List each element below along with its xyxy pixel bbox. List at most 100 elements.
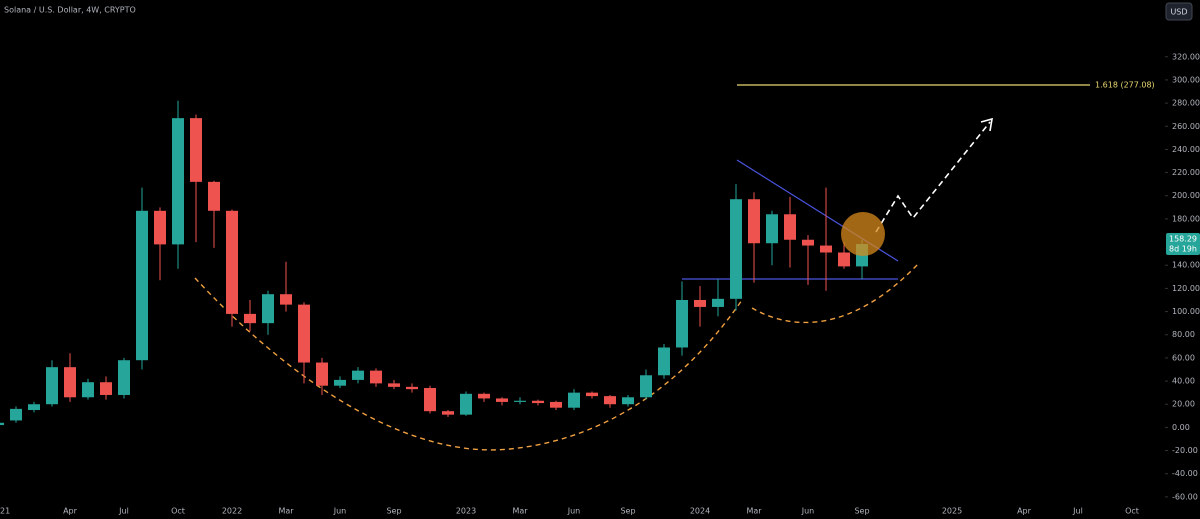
candle-body [316,362,328,386]
y-tick-label: 180.00 [1172,214,1200,223]
candle-body [496,398,508,402]
y-tick-label: 200.00 [1172,191,1200,200]
candle-body [28,404,40,411]
candle-body [100,382,112,395]
highlight-circle [841,212,885,256]
candle-body [766,214,778,244]
fib-label: 1.618 (277.08) [1095,81,1155,90]
y-tick-label: 260.00 [1172,122,1200,131]
handle-curve [751,263,919,324]
candle-body [334,379,346,386]
x-tick-label: Sep [854,507,869,516]
x-tick-label: 2024 [690,507,710,516]
x-tick-label: Mar [512,507,528,516]
candle-body [604,396,616,405]
candle-body [208,181,220,211]
symbol-title: Solana / U.S. Dollar, 4W, CRYPTO [4,6,136,15]
candle-body [118,360,130,395]
x-tick-label: Jun [333,507,347,516]
x-tick-label: 2022 [222,507,242,516]
countdown-label: 8d 19h [1169,245,1197,254]
y-tick-label: -40.00 [1172,469,1198,478]
candle-body [658,347,670,376]
currency-box[interactable] [1165,2,1193,21]
candle-body [280,294,292,305]
y-tick-label: -60.00 [1172,492,1198,501]
candle-body [838,252,850,267]
candle-body [226,210,238,314]
y-tick-label: 60.00 [1172,353,1195,362]
y-tick-label: 120.00 [1172,284,1200,293]
candle-body [136,210,148,361]
candle-body [46,367,58,405]
candle-body [424,388,436,412]
candle-body [748,199,760,244]
candle-body [622,397,634,405]
candle-body [406,386,418,390]
y-tick-label: 100.00 [1172,307,1200,316]
candle-body [64,367,76,398]
y-tick-label: 40.00 [1172,377,1195,386]
x-tick-label: Mar [278,507,294,516]
y-tick-label: 80.00 [1172,330,1195,339]
y-tick-label: 280.00 [1172,99,1200,108]
x-tick-label: Apr [63,507,78,516]
candle-body [460,393,472,415]
x-tick-label: Jun [567,507,581,516]
candle-body [190,118,202,182]
candle-body [730,199,742,299]
x-tick-label: Jun [801,507,815,516]
candle-body [82,382,94,398]
candle-body [370,370,382,384]
currency-label[interactable]: USD [1170,8,1187,17]
candle-body [514,400,526,402]
candle-body [550,401,562,408]
candle-body [802,239,814,246]
candle-body [298,304,310,363]
candles [0,100,868,426]
x-tick-label: Jul [1072,507,1083,516]
candle-body [676,299,688,348]
y-tick-label: 0.00 [1172,423,1190,432]
projection-arrow [875,121,991,233]
x-tick-label: Oct [1125,507,1139,516]
candle-body [262,294,274,324]
y-tick-label: -20.00 [1172,446,1198,455]
x-tick-label: 2025 [942,507,962,516]
candle-body [640,375,652,398]
x-tick-label: Jul [118,507,129,516]
candle-body [442,411,454,415]
y-tick-label: 20.00 [1172,400,1195,409]
candle-body [784,214,796,240]
candle-body [568,392,580,408]
candle-body [712,298,724,307]
candle-body [0,422,4,426]
candle-body [478,393,490,399]
candle-body [352,370,364,380]
x-tick-label: 21 [0,507,10,516]
candle-body [532,400,544,404]
candle-body [244,313,256,324]
x-tick-label: Sep [386,507,401,516]
x-tick-label: Oct [171,507,185,516]
y-tick-label: 140.00 [1172,261,1200,270]
candle-body [694,299,706,307]
x-tick-label: Sep [620,507,635,516]
candle-body [172,118,184,245]
candle-body [10,408,22,421]
y-tick-label: 240.00 [1172,145,1200,154]
candle-body [154,210,166,245]
x-tick-label: 2023 [456,507,476,516]
price-badge [1166,233,1200,256]
y-tick-label: 300.00 [1172,75,1200,84]
x-tick-label: Apr [1017,507,1032,516]
price-label: 158.29 [1169,235,1197,244]
arrow-head [980,117,993,132]
candle-body [586,392,598,397]
y-tick-label: 320.00 [1172,52,1200,61]
candle-body [388,383,400,387]
cup-curve [194,277,743,451]
x-tick-label: Mar [746,507,762,516]
y-tick-label: 220.00 [1172,168,1200,177]
